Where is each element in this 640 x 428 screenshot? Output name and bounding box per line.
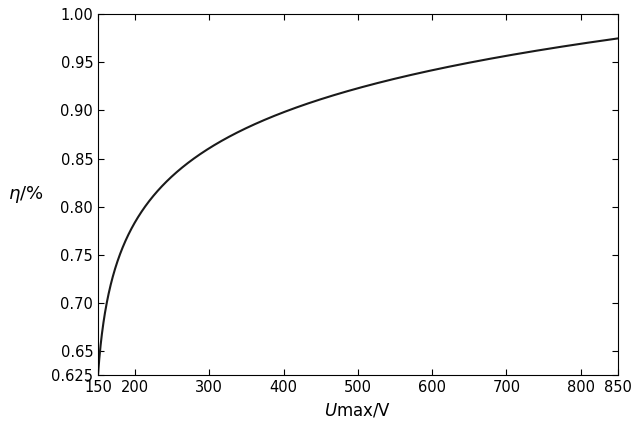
Y-axis label: $\mathit{\eta}$/%: $\mathit{\eta}$/%	[8, 184, 44, 205]
X-axis label: $\mathit{U}$max/V: $\mathit{U}$max/V	[324, 401, 392, 420]
